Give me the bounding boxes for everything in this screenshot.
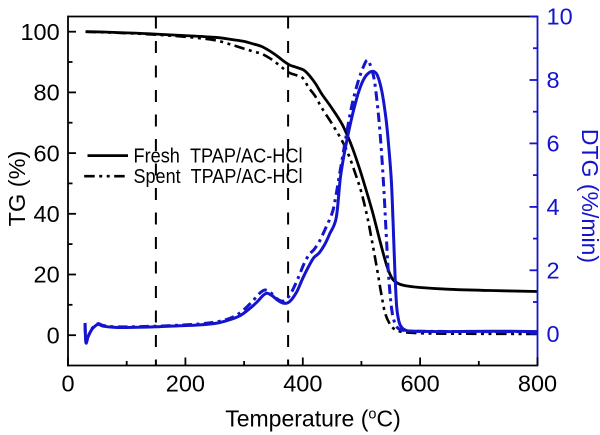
svg-text:6: 6 [547,131,560,157]
svg-text:Fresh TPAP/AC-HCl: Fresh TPAP/AC-HCl [134,145,303,167]
svg-text:10: 10 [547,4,573,30]
svg-text:200: 200 [166,371,205,397]
svg-text:0: 0 [547,321,560,347]
svg-text:TG (%): TG (%) [4,151,30,227]
svg-text:80: 80 [34,80,60,106]
svg-text:400: 400 [283,371,322,397]
svg-text:20: 20 [34,262,60,288]
svg-text:DTG (%/min): DTG (%/min) [577,129,600,263]
svg-text:Spent TPAP/AC-HCl: Spent TPAP/AC-HCl [134,166,303,188]
svg-text:60: 60 [34,140,60,166]
svg-text:8: 8 [547,67,560,93]
svg-text:600: 600 [400,371,439,397]
svg-text:800: 800 [518,371,557,397]
svg-text:100: 100 [20,19,59,45]
svg-text:2: 2 [547,258,560,284]
svg-text:0: 0 [47,322,60,348]
svg-text:4: 4 [547,194,560,220]
svg-text:0: 0 [61,371,74,397]
svg-text:40: 40 [34,201,60,227]
